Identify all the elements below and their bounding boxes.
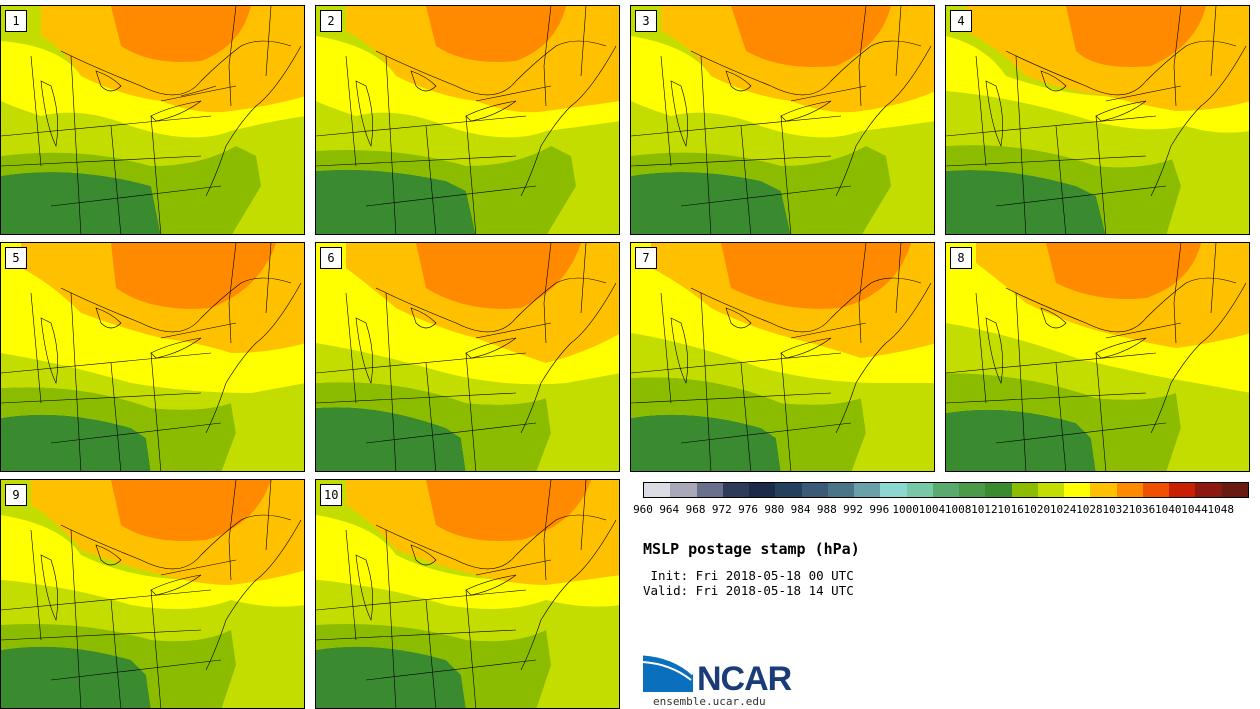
colorbar-tick-label: 1040 xyxy=(1154,503,1182,516)
colorbar-tick-label: 988 xyxy=(816,503,837,516)
ensemble-member-map: 3 xyxy=(630,5,935,235)
ensemble-member-map: 7 xyxy=(630,242,935,472)
ncar-logo-text: NCAR xyxy=(697,660,792,698)
colorbar-swatch xyxy=(670,483,697,497)
ensemble-member-map: 9 xyxy=(0,479,305,709)
colorbar-swatch xyxy=(1090,483,1117,497)
member-number-label: 1 xyxy=(5,10,27,32)
colorbar-tick-label: 1032 xyxy=(1102,503,1129,516)
colorbar-swatch xyxy=(801,483,828,497)
mslp-map xyxy=(316,6,619,234)
ensemble-member-map: 4 xyxy=(945,5,1250,235)
colorbar-swatch xyxy=(644,483,671,497)
colorbar-tick-label: 968 xyxy=(685,503,706,516)
colorbar-swatch xyxy=(1064,483,1091,497)
colorbar-swatch xyxy=(985,483,1012,497)
mslp-map xyxy=(946,6,1249,234)
member-number-label: 4 xyxy=(950,10,972,32)
ensemble-member-map: 6 xyxy=(315,242,620,472)
colorbar-swatch xyxy=(854,483,881,497)
colorbar-swatch xyxy=(1169,483,1196,497)
colorbar-swatch xyxy=(906,483,933,497)
colorbar-swatch xyxy=(1221,483,1248,497)
colorbar-swatch xyxy=(827,483,854,497)
mslp-map xyxy=(1,6,304,234)
member-number-label: 6 xyxy=(320,247,342,269)
colorbar-tick-label: 976 xyxy=(738,503,758,516)
colorbar-swatch xyxy=(880,483,907,497)
mslp-map xyxy=(316,480,619,708)
colorbar-tick-label: 1020 xyxy=(1023,503,1051,516)
colorbar-tick-label: 1028 xyxy=(1076,503,1103,516)
colorbar-swatch xyxy=(1037,483,1064,497)
colorbar-swatch xyxy=(696,483,723,497)
colorbar-tick-label: 1048 xyxy=(1207,503,1234,516)
member-number-label: 2 xyxy=(320,10,342,32)
colorbar-tick-label: 964 xyxy=(659,503,680,516)
mslp-map xyxy=(631,6,934,234)
chart-title: MSLP postage stamp (hPa) xyxy=(643,540,860,558)
colorbar-tick-label: 1012 xyxy=(971,503,998,516)
colorbar-tick-label: 1008 xyxy=(944,503,972,516)
ensemble-member-map: 1 xyxy=(0,5,305,235)
ensemble-member-map: 8 xyxy=(945,242,1250,472)
mslp-map xyxy=(631,243,934,471)
colorbar xyxy=(643,482,1249,498)
colorbar-tick-label: 972 xyxy=(711,503,732,516)
member-number-label: 8 xyxy=(950,247,972,269)
colorbar-tick-label: 960 xyxy=(633,503,653,516)
colorbar-swatch xyxy=(775,483,802,497)
member-number-label: 7 xyxy=(635,247,657,269)
colorbar-swatch xyxy=(1116,483,1143,497)
logo-url: ensemble.ucar.edu xyxy=(653,695,766,708)
member-number-label: 9 xyxy=(5,484,27,506)
ensemble-member-map: 5 xyxy=(0,242,305,472)
mslp-map xyxy=(1,243,304,471)
colorbar-swatch xyxy=(932,483,959,497)
mslp-map xyxy=(1,480,304,708)
colorbar-swatch xyxy=(1195,483,1222,497)
colorbar-swatch xyxy=(959,483,986,497)
ensemble-member-map: 2 xyxy=(315,5,620,235)
colorbar-tick-label: 1036 xyxy=(1128,503,1156,516)
member-number-label: 3 xyxy=(635,10,657,32)
colorbar-swatch xyxy=(722,483,749,497)
colorbar-tick-label: 1044 xyxy=(1181,503,1208,516)
colorbar-tick-label: 1000 xyxy=(892,503,919,516)
mslp-map xyxy=(946,243,1249,471)
ensemble-member-map: 10 xyxy=(315,479,620,709)
valid-time: Valid: Fri 2018-05-18 14 UTC xyxy=(643,583,854,598)
ncar-logo-icon xyxy=(643,652,695,692)
colorbar-tick-label: 1016 xyxy=(997,503,1024,516)
colorbar-swatch xyxy=(749,483,776,497)
init-time: Init: Fri 2018-05-18 00 UTC xyxy=(643,568,854,583)
mslp-map xyxy=(316,243,619,471)
colorbar-tick-label: 1004 xyxy=(918,503,946,516)
colorbar-swatch xyxy=(1011,483,1038,497)
colorbar-tick-label: 992 xyxy=(843,503,864,516)
colorbar-swatch xyxy=(1142,483,1169,497)
member-number-label: 10 xyxy=(320,484,343,506)
colorbar-tick-label: 984 xyxy=(790,503,811,516)
member-number-label: 5 xyxy=(5,247,27,269)
colorbar-tick-label: 1024 xyxy=(1049,503,1077,516)
colorbar-tick-label: 980 xyxy=(764,503,785,516)
colorbar-tick-label: 996 xyxy=(869,503,890,516)
